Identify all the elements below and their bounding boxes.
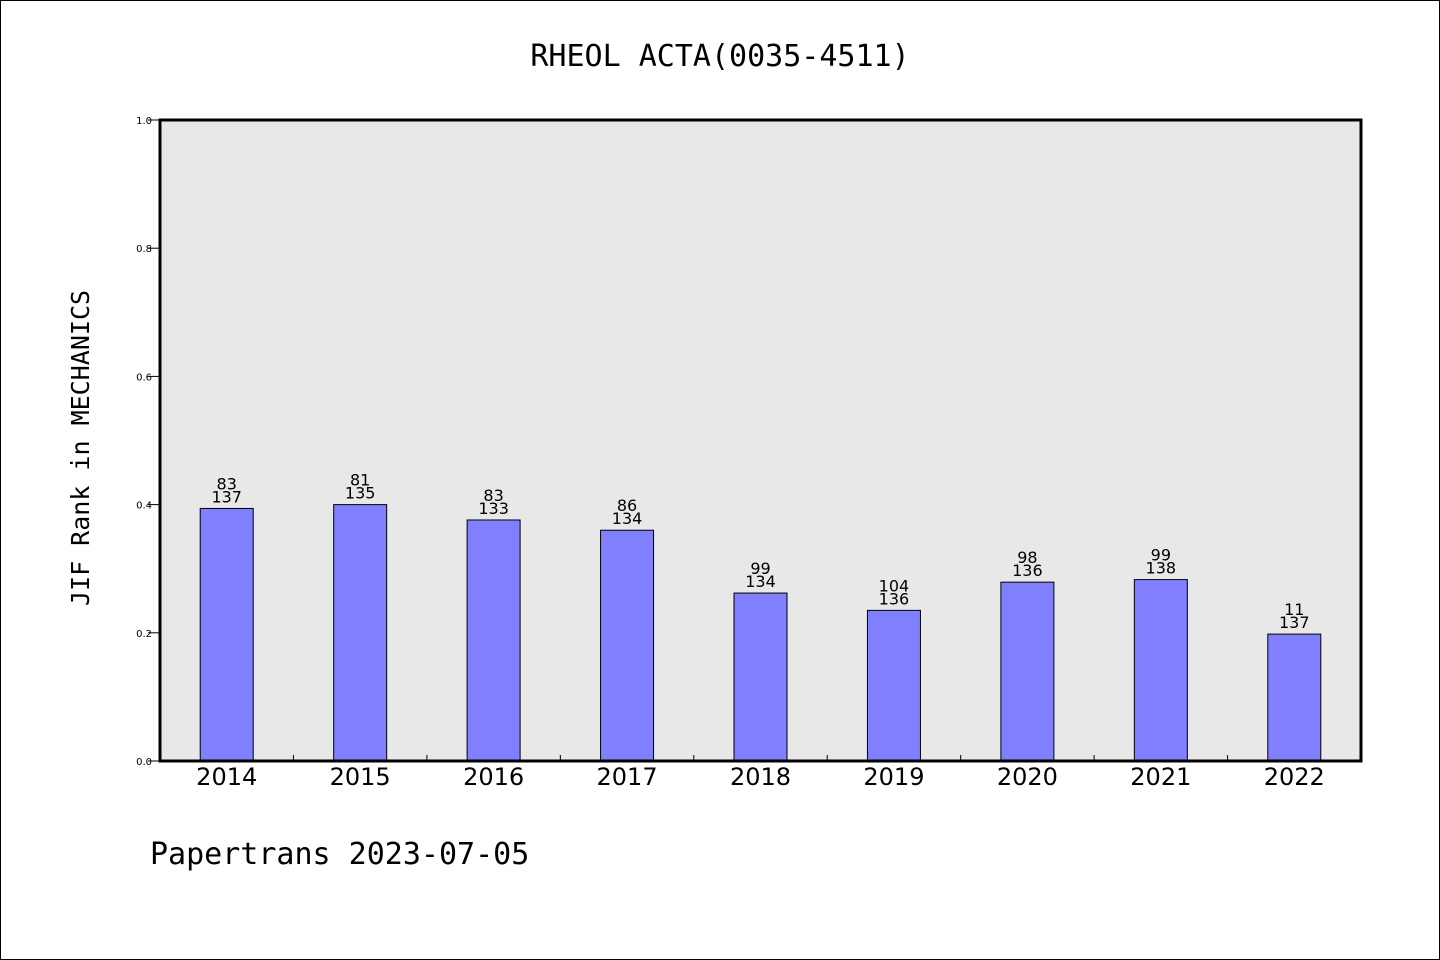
x-tick-label: 2016 bbox=[463, 763, 524, 791]
y-tick-label: 0.0 bbox=[136, 757, 152, 768]
x-tick-label: 2018 bbox=[730, 763, 791, 791]
bar-rank-label: 99 bbox=[1151, 546, 1171, 565]
bars-group bbox=[199, 504, 1322, 762]
y-tick-label: 0.4 bbox=[136, 501, 152, 512]
bar-total-label: 137 bbox=[211, 487, 242, 506]
bar-total-label: 136 bbox=[1012, 561, 1043, 580]
bar-rank-label: 83 bbox=[217, 474, 237, 493]
x-tick-label: 2021 bbox=[1130, 763, 1191, 791]
x-tick-label: 2020 bbox=[997, 763, 1058, 791]
axis-ticks: 0.0 0.2 0.4 0.6 0.8 1.0 bbox=[136, 116, 1229, 768]
bar-total-label: 138 bbox=[1146, 559, 1177, 578]
x-tick-label: 2014 bbox=[196, 763, 257, 791]
chart-title: RHEOL ACTA(0035-4511) bbox=[530, 39, 909, 74]
bar-rank-label: 83 bbox=[483, 486, 503, 505]
bar-rank-label: 11 bbox=[1284, 600, 1304, 619]
bar-total-label: 136 bbox=[879, 589, 910, 608]
bar-2016 bbox=[466, 519, 521, 762]
x-tick-label: 2015 bbox=[330, 763, 391, 791]
bar-total-label: 133 bbox=[478, 499, 509, 518]
bar-total-label: 134 bbox=[612, 509, 643, 528]
bar-2020 bbox=[1000, 581, 1055, 762]
y-axis-label: JIF Rank in MECHANICS bbox=[66, 290, 95, 606]
bar-2018 bbox=[733, 592, 788, 762]
bar-rank-label: 86 bbox=[617, 496, 637, 515]
x-tick-label: 2019 bbox=[863, 763, 924, 791]
bar-rank-label: 98 bbox=[1017, 548, 1037, 567]
bar-total-label: 137 bbox=[1279, 613, 1310, 632]
bar-rank-label: 99 bbox=[750, 559, 770, 578]
bar-rank-label: 81 bbox=[350, 471, 370, 490]
y-tick-label: 0.2 bbox=[136, 629, 152, 640]
y-tick-label: 1.0 bbox=[136, 116, 152, 127]
plot-border bbox=[158, 118, 1363, 763]
x-tick-label: 2017 bbox=[597, 763, 658, 791]
bar-2017 bbox=[600, 529, 655, 762]
y-tick-label: 0.6 bbox=[136, 372, 152, 383]
bar-total-label: 134 bbox=[745, 572, 776, 591]
bar-2015 bbox=[333, 504, 388, 762]
footer-text: Papertrans 2023-07-05 bbox=[150, 837, 529, 872]
bar-2014 bbox=[199, 507, 254, 762]
x-tick-label: 2022 bbox=[1264, 763, 1325, 791]
bar-2022 bbox=[1267, 633, 1322, 762]
bar-rank-label: 104 bbox=[879, 576, 910, 595]
y-tick-label: 0.8 bbox=[136, 244, 152, 255]
bar-2019 bbox=[866, 609, 921, 762]
bar-labels-group: 8313720148113520158313320168613420179913… bbox=[196, 471, 1325, 791]
bar-2021 bbox=[1133, 579, 1188, 762]
bar-total-label: 135 bbox=[345, 484, 376, 503]
